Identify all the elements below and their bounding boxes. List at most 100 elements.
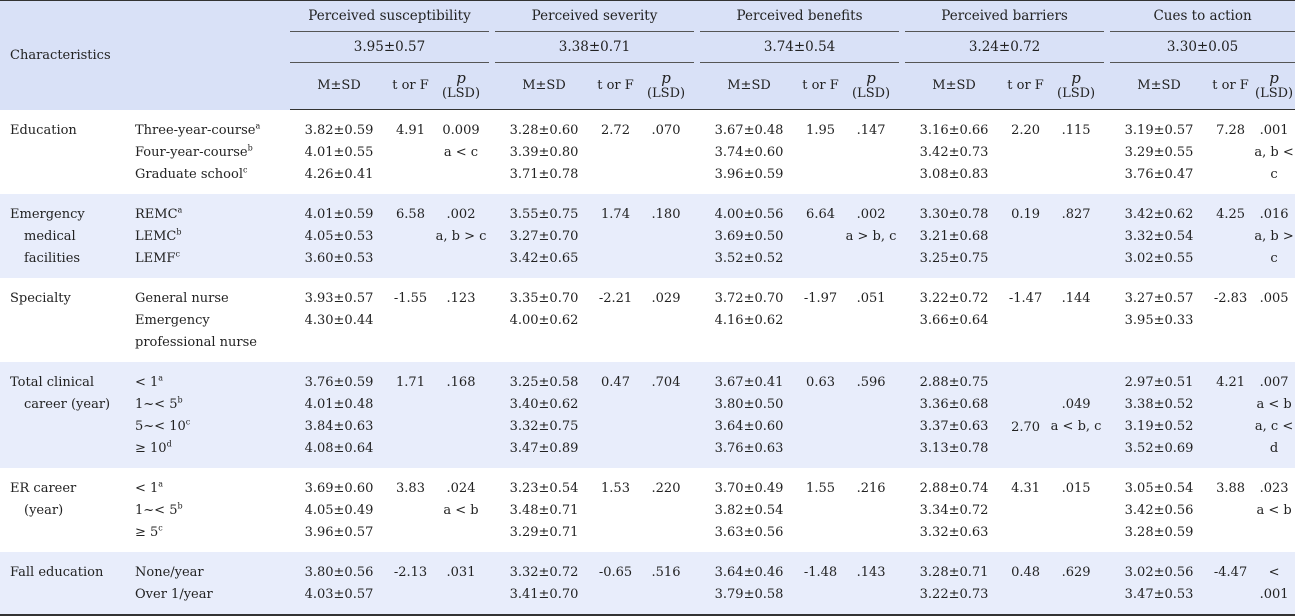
p-value: .024 — [446, 481, 476, 496]
p-cell: .007 a < b a, c < d — [1253, 362, 1295, 468]
subheader-p-symbol: p — [456, 69, 466, 87]
level-text: professional nurse — [135, 335, 257, 350]
msd-value: 4.05±0.49 — [304, 503, 374, 518]
level-label: LEMCb — [135, 226, 290, 248]
msd-value: 4.01±0.59 — [304, 207, 374, 222]
msd-value: 3.71±0.78 — [509, 167, 579, 182]
msd-value: 3.63±0.56 — [714, 525, 784, 540]
msd-value: 3.69±0.60 — [304, 481, 374, 496]
subheader-p: p (LSD) — [843, 62, 900, 110]
tf-cell: 1.55 — [798, 468, 844, 552]
msd-value: 4.01±0.48 — [304, 397, 374, 412]
p-value: a, b > c — [1254, 229, 1294, 266]
subheader-msd: M±SD — [290, 62, 388, 110]
msd-value: 4.05±0.53 — [304, 229, 374, 244]
msd-value: 3.13±0.78 — [919, 441, 989, 456]
level-text: ≥ 5 — [135, 525, 159, 540]
msd-value: 3.05±0.54 — [1124, 481, 1194, 496]
level-superscript: a — [177, 205, 183, 215]
tf-cell: 0.19 — [1003, 194, 1049, 278]
msd-cell: 3.42±0.62 3.32±0.54 3.02±0.55 — [1110, 194, 1209, 278]
table-body: Education Three-year-coursea Four-year-cou… — [0, 109, 1295, 616]
p-value: a > b, c — [845, 229, 897, 244]
p-cell: .123 — [433, 278, 489, 362]
row-category: Total clinical career (year) — [0, 362, 135, 468]
level-text: < 1 — [135, 481, 159, 496]
msd-value: 2.97±0.51 — [1124, 375, 1194, 390]
msd-value: 2.88±0.75 — [919, 375, 989, 390]
p-cell: .596 — [843, 362, 900, 468]
p-cell: .704 — [638, 362, 695, 468]
tf-cell: -2.83 — [1208, 278, 1254, 362]
body-gap — [1104, 552, 1111, 616]
tf-cell: 4.25 — [1208, 194, 1254, 278]
p-value: .827 — [1061, 207, 1091, 222]
row-levels: Three-year-coursea Four-year-courseb Gradu… — [135, 109, 290, 194]
subheader-lsd: (LSD) — [1255, 86, 1294, 101]
msd-value: 3.76±0.47 — [1124, 167, 1194, 182]
p-cell: .049 a < b, c — [1048, 362, 1105, 468]
msd-cell: 3.82±0.59 4.01±0.55 4.26±0.41 — [290, 109, 388, 194]
body-gap — [489, 278, 495, 362]
body-gap — [694, 362, 701, 468]
row-levels: REMCa LEMCb LEMFc — [135, 194, 290, 278]
body-gap — [1104, 362, 1111, 468]
p-value: a < c — [443, 145, 479, 160]
p-value: .629 — [1061, 565, 1091, 580]
body-gap — [1104, 468, 1111, 552]
msd-cell: 3.80±0.56 4.03±0.57 — [290, 552, 388, 616]
category-line: facilities — [24, 251, 81, 266]
p-value: .015 — [1061, 481, 1091, 496]
level-label: General nurse — [135, 288, 290, 310]
body-gap — [694, 468, 701, 552]
subheader-p: p (LSD) — [638, 62, 695, 110]
msd-cell: 3.32±0.72 3.41±0.70 — [495, 552, 593, 616]
msd-value: 4.16±0.62 — [714, 313, 784, 328]
msd-cell: 3.23±0.54 3.48±0.71 3.29±0.71 — [495, 468, 593, 552]
p-cell: .144 — [1048, 278, 1105, 362]
row-category: Emergency medical facilities — [0, 194, 135, 278]
msd-value: 3.41±0.70 — [509, 587, 579, 602]
msd-cell: 3.72±0.70 4.16±0.62 — [700, 278, 799, 362]
p-cell: .216 — [843, 468, 900, 552]
msd-value: 3.25±0.75 — [919, 251, 989, 266]
subheader-p-symbol: p — [661, 69, 671, 87]
msd-cell: 3.76±0.59 4.01±0.48 3.84±0.63 4.08±0.64 — [290, 362, 388, 468]
body-gap — [489, 109, 495, 194]
msd-value: 3.23±0.54 — [509, 481, 579, 496]
p-value: .005 — [1259, 291, 1289, 306]
tf-cell: -2.13 — [388, 552, 433, 616]
msd-value: 3.47±0.53 — [1124, 587, 1194, 602]
msd-value: 3.39±0.80 — [509, 145, 579, 160]
msd-value: 3.96±0.57 — [304, 525, 374, 540]
p-value: .516 — [651, 565, 681, 580]
p-value: a, c < d — [1254, 419, 1294, 456]
p-value: .596 — [856, 375, 886, 390]
tf-cell: -1.48 — [798, 552, 844, 616]
msd-cell: 3.70±0.49 3.82±0.54 3.63±0.56 — [700, 468, 799, 552]
msd-value: 3.36±0.68 — [919, 397, 989, 412]
level-text: 1~< 5 — [135, 397, 178, 412]
msd-value: 3.42±0.73 — [919, 145, 989, 160]
level-label: LEMFc — [135, 248, 290, 270]
body-gap — [899, 194, 906, 278]
msd-cell: 3.28±0.71 3.22±0.73 — [905, 552, 1004, 616]
table-header: Characteristics Perceived susceptibility… — [0, 0, 1295, 110]
tf-cell: 6.58 — [388, 194, 433, 278]
msd-value: 3.27±0.57 — [1124, 291, 1194, 306]
subheader-tf: t or F — [388, 62, 433, 110]
level-label: Emergency — [135, 310, 290, 332]
level-label: < 1a — [135, 478, 290, 500]
tf-cell: 3.88 — [1208, 468, 1254, 552]
msd-value: 3.38±0.52 — [1124, 397, 1194, 412]
category-line: career (year) — [24, 397, 111, 412]
msd-value: 3.40±0.62 — [509, 397, 579, 412]
body-gap — [899, 362, 906, 468]
p-cell: .001 a, b < c — [1253, 109, 1295, 194]
msd-value: 3.48±0.71 — [509, 503, 579, 518]
p-cell: .147 — [843, 109, 900, 194]
body-gap — [899, 278, 906, 362]
header-gap — [694, 62, 701, 110]
p-value: .220 — [651, 481, 681, 496]
